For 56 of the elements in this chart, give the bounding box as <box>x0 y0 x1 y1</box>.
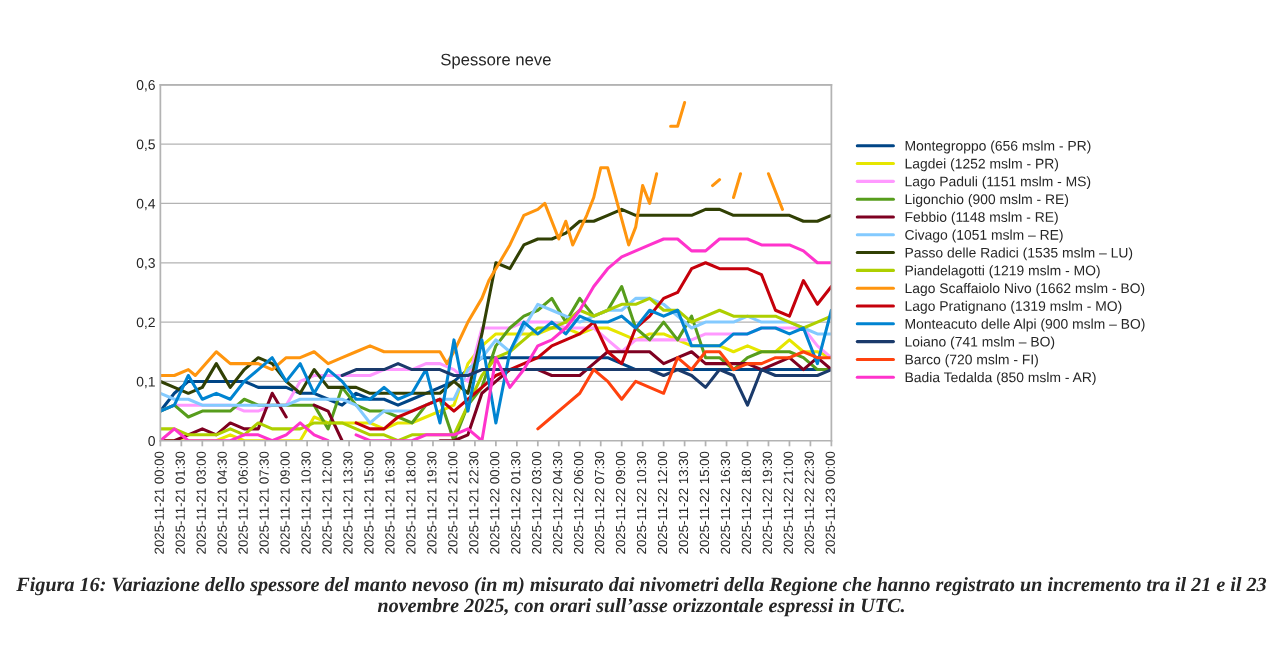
x-tick-label: 2025-11-22 15:00 <box>699 451 710 554</box>
legend-label: Lagdei (1252 mslm - PR) <box>905 158 1059 172</box>
chart-title: Spessore neve <box>441 53 551 69</box>
x-tick-label: 2025-11-22 16:30 <box>720 451 731 554</box>
y-tick-label: 0,5 <box>136 139 155 151</box>
text: Figura 16: Variazione dello spessore del manto nevoso (in m) misurato dai nivometri della Regione che hanno registrato un incremento tra il 21 e il 23 novembre 2025, con orari sull’asse orizzontale espressi in UTC. <box>16 577 1267 617</box>
x-tick-label: 2025-11-22 19:30 <box>762 451 773 554</box>
legend-label: Badia Tedalda (850 mslm - AR) <box>905 372 1096 385</box>
legend-label: Barco (720 mslm - FI) <box>905 354 1038 368</box>
legend-label: Febbio (1148 mslm - RE) <box>905 211 1058 225</box>
legend-label: Lago Pratignano (1319 mslm - MO) <box>905 300 1122 314</box>
legend-label: Monteacuto delle Alpi (900 mslm – BO) <box>905 318 1145 332</box>
x-tick-label: 2025-11-21 09:00 <box>280 451 290 554</box>
legend-label: Lago Paduli (1151 mslm - MS) <box>905 176 1091 190</box>
x-tick-label: 2025-11-22 00:00 <box>490 451 500 554</box>
x-tick-label: 2025-11-21 19:30 <box>427 451 437 554</box>
x-tick-label: 2025-11-21 06:00 <box>238 451 248 554</box>
y-tick-label: 0,3 <box>136 258 155 270</box>
x-tick-label: 2025-11-21 01:30 <box>175 451 185 554</box>
x-tick-label: 2025-11-21 22:30 <box>469 451 479 554</box>
legend-label: Lago Scaffaiolo Nivo (1662 mslm - BO) <box>905 282 1145 296</box>
x-tick-label: 2025-11-21 16:30 <box>385 451 395 554</box>
y-tick-label: 0,6 <box>136 80 155 92</box>
x-tick-label: 2025-11-21 07:30 <box>259 451 269 554</box>
x-tick-label: 2025-11-22 12:00 <box>657 451 668 554</box>
legend-label: Loiano (741 mslm – BO) <box>905 336 1055 350</box>
legend-label: Montegroppo (656 mslm - PR) <box>905 140 1091 154</box>
x-tick-label: 2025-11-22 13:30 <box>678 451 689 554</box>
y-tick-label: 0,1 <box>136 376 155 389</box>
x-tick-label: 2025-11-21 15:00 <box>364 451 374 554</box>
legend-label: Piandelagotti (1219 mslm - MO) <box>905 265 1100 279</box>
x-tick-label: 2025-11-22 04:30 <box>552 451 563 554</box>
x-tick-label: 2025-11-22 01:30 <box>511 451 521 554</box>
x-tick-label: 2025-11-21 03:00 <box>196 451 206 554</box>
x-tick-label: 2025-11-21 12:00 <box>322 451 332 554</box>
y-tick-label: 0,2 <box>136 317 155 329</box>
x-tick-label: 2025-11-22 10:30 <box>636 451 647 554</box>
x-tick-label: 2025-11-21 18:00 <box>406 451 416 554</box>
x-tick-label: 2025-11-22 06:00 <box>573 451 584 554</box>
x-tick-label: 2025-11-21 21:00 <box>448 451 458 554</box>
x-tick-label: 2025-11-22 21:00 <box>783 451 793 554</box>
x-tick-label: 2025-11-21 10:30 <box>301 451 311 554</box>
legend-label: Civago (1051 mslm – RE) <box>905 229 1063 243</box>
x-tick-label: 2025-11-22 09:00 <box>615 451 626 554</box>
x-tick-label: 2025-11-22 07:30 <box>594 451 605 554</box>
x-tick-label: 2025-11-22 03:00 <box>532 451 542 554</box>
legend-label: Passo delle Radici (1535 mslm – LU) <box>905 247 1133 261</box>
x-tick-label: 2025-11-21 13:30 <box>343 451 353 554</box>
x-tick-label: 2025-11-22 22:30 <box>804 451 814 554</box>
y-tick-label: 0 <box>148 436 155 446</box>
y-tick-label: 0,4 <box>136 198 156 211</box>
x-tick-label: 2025-11-21 04:30 <box>217 451 227 554</box>
x-tick-label: 2025-11-22 18:00 <box>741 451 752 554</box>
x-tick-label: 2025-11-23 00:00 <box>825 451 835 554</box>
x-tick-label: 2025-11-21 00:00 <box>154 451 164 554</box>
legend-label: Ligonchio (900 mslm - RE) <box>905 193 1069 207</box>
